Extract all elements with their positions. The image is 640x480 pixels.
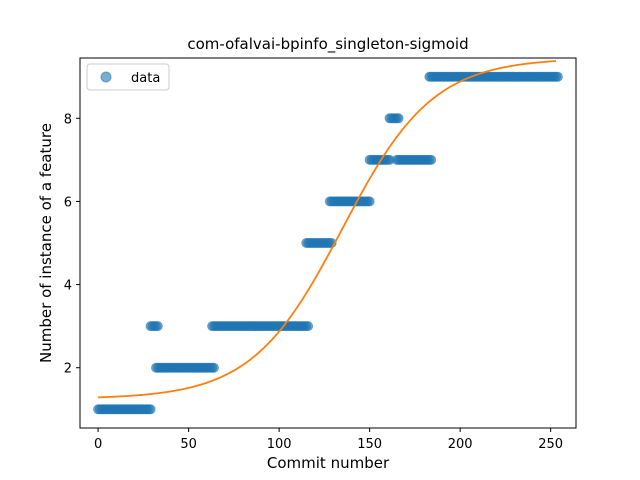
data-point (152, 321, 163, 332)
x-tick-label: 0 (94, 437, 102, 452)
y-tick-label: 6 (64, 195, 72, 210)
plot-marks (93, 60, 563, 415)
legend-box (86, 63, 170, 91)
x-tick-label: 200 (448, 437, 473, 452)
chart-title: com-ofalvai-bpinfo_singleton-sigmoid (187, 35, 468, 54)
x-tick-label: 250 (538, 437, 563, 452)
data-point (145, 404, 156, 415)
x-axis-label: Commit number (267, 454, 390, 472)
fit-line (98, 60, 557, 399)
legend-marker (100, 71, 112, 83)
data-point (426, 154, 437, 165)
y-axis-ticks: 2 4 6 8 (64, 112, 80, 377)
x-tick-label: 50 (180, 437, 197, 452)
legend: data (86, 63, 170, 91)
data-point (303, 321, 314, 332)
x-tick-label: 100 (267, 437, 292, 452)
x-axis-ticks: 0 50 100 150 200 250 (94, 428, 563, 452)
y-tick-label: 8 (64, 112, 72, 127)
data-point (208, 362, 219, 373)
y-axis-label: Number of instance of a feature (37, 123, 55, 363)
data-point (552, 71, 563, 82)
legend-label: data (131, 71, 160, 86)
data-point (393, 113, 404, 124)
y-tick-label: 2 (64, 362, 72, 377)
x-tick-label: 150 (357, 437, 382, 452)
plot-frame (79, 57, 577, 429)
data-point (364, 196, 375, 207)
y-tick-label: 4 (64, 279, 72, 294)
